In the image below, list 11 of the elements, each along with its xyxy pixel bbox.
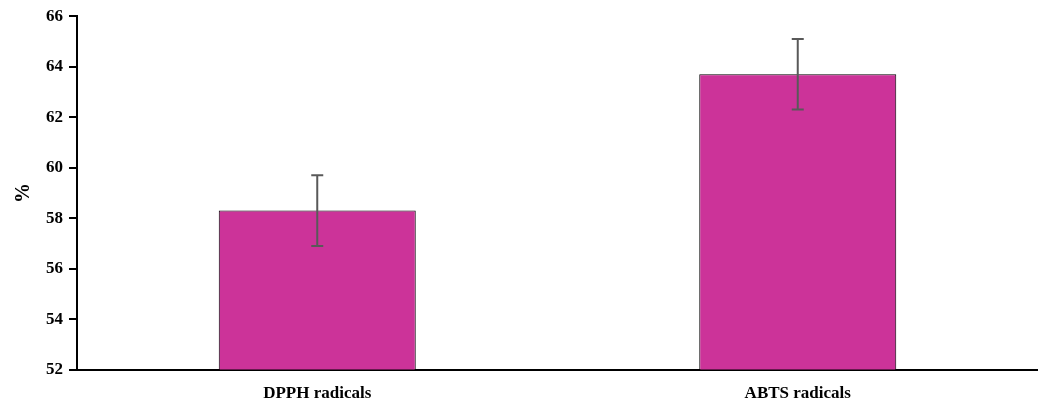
y-tick-label: 58 — [46, 207, 63, 227]
y-tick-label: 60 — [46, 157, 63, 177]
y-tick-label: 54 — [46, 308, 64, 328]
y-tick-label: 64 — [46, 56, 64, 76]
x-tick-label: ABTS radicals — [744, 383, 852, 403]
y-axis-title: % — [11, 182, 34, 203]
y-tick-label: 66 — [46, 5, 63, 25]
y-tick-label: 56 — [46, 258, 63, 278]
x-tick-label: DPPH radicals — [263, 383, 372, 403]
y-tick-label: 62 — [46, 106, 63, 126]
y-tick-label: 52 — [46, 358, 63, 378]
